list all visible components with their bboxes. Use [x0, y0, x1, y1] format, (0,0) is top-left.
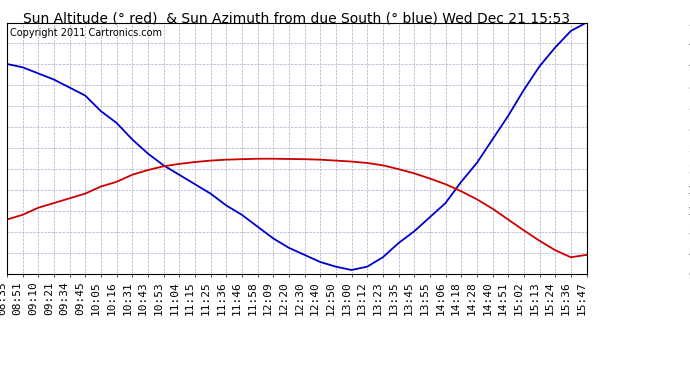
- Text: Copyright 2011 Cartronics.com: Copyright 2011 Cartronics.com: [10, 27, 161, 38]
- Text: Sun Altitude (° red)  & Sun Azimuth from due South (° blue) Wed Dec 21 15:53: Sun Altitude (° red) & Sun Azimuth from …: [23, 11, 570, 25]
